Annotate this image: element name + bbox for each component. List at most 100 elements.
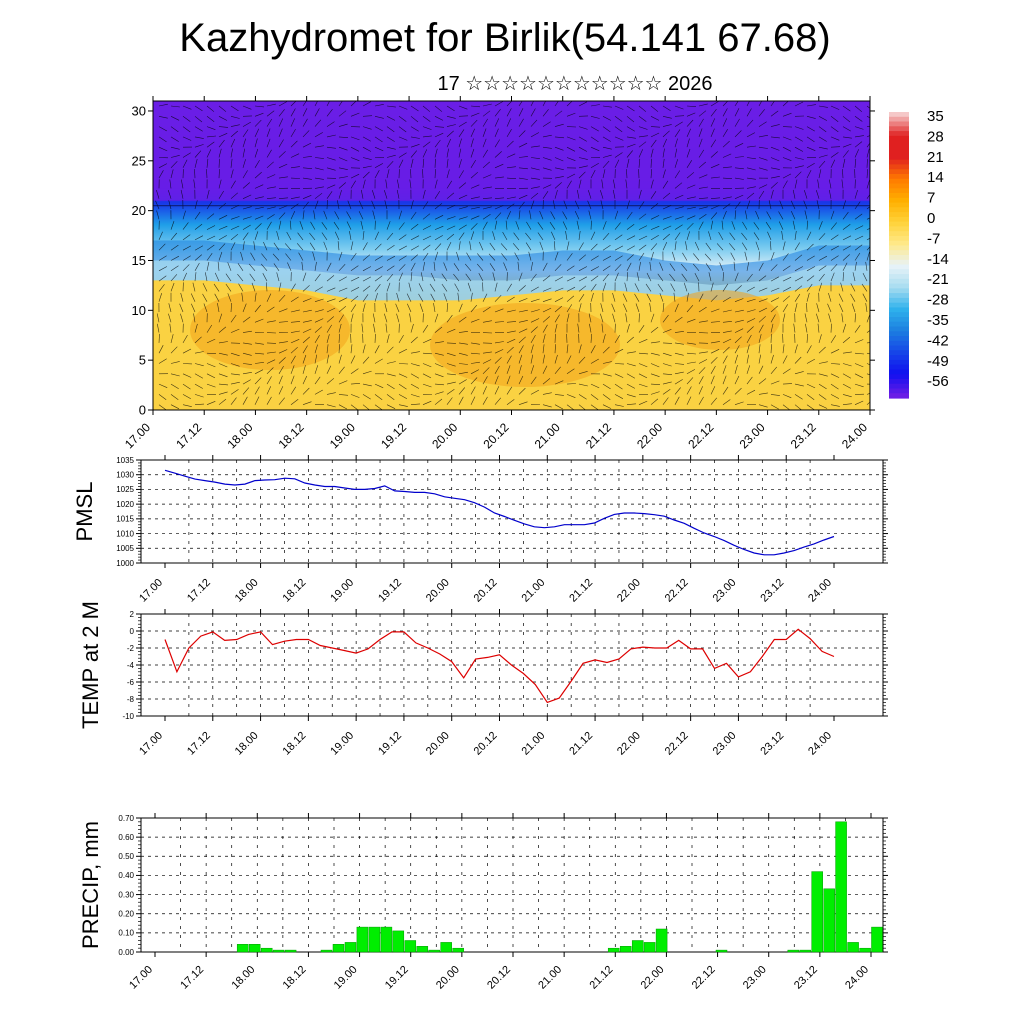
wind-barb (326, 184, 336, 189)
wind-barb (494, 397, 502, 405)
wind-barb (794, 276, 804, 282)
wind-barb (290, 399, 299, 405)
cross_section-xtick-label: 17.00 (122, 420, 153, 451)
wind-barb (466, 252, 472, 261)
wind-barb (710, 295, 718, 302)
wind-barb (650, 326, 659, 333)
wind-barb (182, 105, 192, 110)
wind-barb (230, 242, 236, 251)
wind-barb (470, 112, 480, 117)
wind-barb (794, 171, 802, 179)
colorbar-segment (889, 202, 909, 208)
wind-barb (194, 211, 201, 220)
wind-barb (650, 363, 660, 368)
wind-barb (482, 186, 492, 189)
wind-barb (182, 210, 186, 220)
wind-barb (266, 174, 276, 179)
wind-barb (338, 276, 347, 282)
wind-barb (158, 383, 168, 388)
wind-barb (254, 342, 264, 345)
wind-barb (302, 177, 312, 180)
wind-barb (722, 375, 727, 385)
wind-barb (746, 145, 756, 148)
wind-barb (554, 305, 562, 313)
wind-barb (494, 197, 505, 199)
colorbar-label: 21 (927, 149, 944, 166)
wind-barb (830, 335, 837, 344)
wind-barb (770, 276, 780, 282)
wind-barb (434, 243, 442, 251)
wind-barb (170, 265, 179, 272)
colorbar-segment (889, 297, 909, 304)
wind-barb (362, 294, 369, 302)
wind-barb (851, 303, 856, 313)
wind-barb (453, 263, 460, 271)
wind-barb (482, 386, 487, 395)
wind-barb (289, 220, 292, 230)
wind-barb (194, 116, 203, 123)
wind-barb (518, 354, 523, 364)
wind-barb (818, 160, 826, 169)
wind-barb (338, 176, 348, 179)
wind-barb (266, 161, 274, 169)
wind-barb (506, 296, 515, 302)
wind-barb (284, 243, 292, 251)
wind-barb (384, 200, 388, 210)
wind-barb (350, 404, 359, 410)
wind-barb (386, 346, 394, 354)
wind-barb (422, 244, 431, 251)
colorbar-label: 35 (927, 108, 944, 125)
wind-barb (410, 235, 420, 241)
wind-barb (861, 283, 868, 292)
wind-barb (170, 221, 175, 230)
wind-barb (482, 161, 490, 169)
wind-barb (278, 294, 286, 302)
wind-barb (734, 194, 744, 199)
wind-barb (242, 363, 252, 365)
wind-barb (722, 321, 732, 323)
wind-barb (477, 253, 484, 261)
wind-barb (506, 140, 514, 148)
wind-barb (554, 323, 558, 333)
wind-barb (758, 392, 768, 395)
wind-barb (614, 373, 624, 378)
wind-barb (854, 373, 864, 379)
wind-barb (590, 255, 599, 261)
wind-barb (529, 210, 532, 220)
wind-barb (242, 121, 251, 127)
wind-barb (290, 128, 296, 138)
wind-barb (692, 263, 700, 271)
wind-barb (470, 342, 480, 345)
wind-barb (791, 210, 796, 220)
wind-barb (506, 321, 517, 323)
wind-barb (458, 216, 468, 220)
wind-barb (686, 396, 692, 405)
wind-barb (409, 313, 412, 323)
wind-barb (746, 261, 750, 271)
wind-barb (326, 307, 336, 313)
wind-barb (458, 182, 467, 189)
cross_section-xtick-label: 18.00 (224, 420, 255, 451)
wind-barb (650, 235, 659, 241)
colorbar-segment (889, 336, 909, 342)
wind-barb (650, 191, 657, 199)
wind-barb (793, 323, 796, 333)
wind-barb (302, 365, 306, 374)
wind-barb (254, 159, 260, 168)
wind-barb (722, 166, 732, 169)
wind-barb (218, 190, 224, 199)
precip-frame (140, 817, 884, 953)
wind-barb (722, 203, 731, 210)
wind-barb (650, 179, 654, 189)
wind-barb (734, 345, 740, 354)
wind-barb (182, 264, 190, 272)
wind-barb (362, 344, 366, 354)
wind-barb (266, 214, 275, 220)
wind-barb (278, 375, 283, 385)
wind-barb (686, 196, 696, 199)
wind-barb (794, 101, 804, 107)
precip-xtick-label: 22.12 (690, 964, 718, 992)
wind-barb (494, 357, 502, 364)
wind-barb (818, 282, 823, 292)
wind-barb (194, 262, 200, 271)
